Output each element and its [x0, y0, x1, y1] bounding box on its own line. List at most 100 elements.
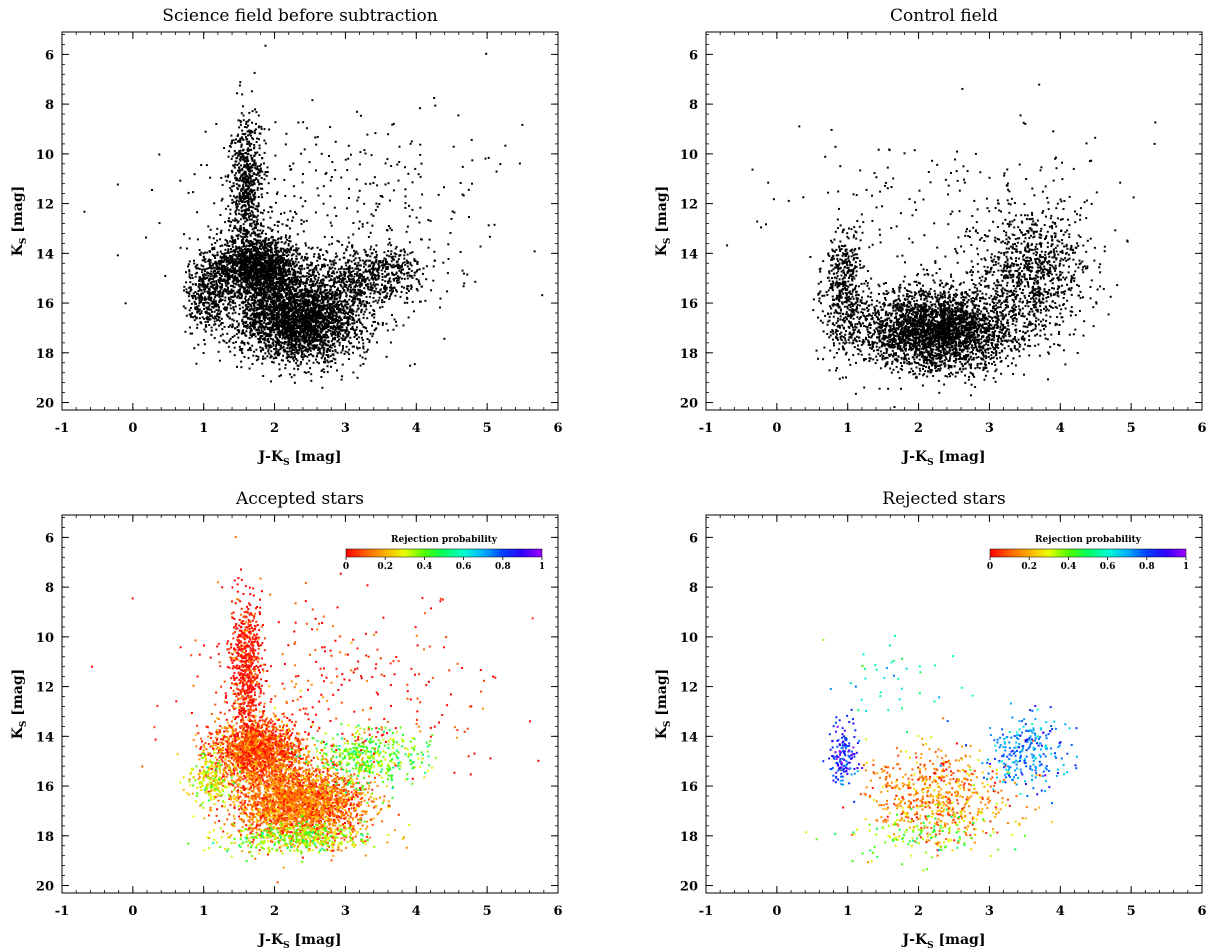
star-point — [224, 244, 226, 246]
star-point — [262, 375, 264, 377]
star-point — [327, 365, 329, 367]
star-point — [396, 325, 398, 327]
star-point — [211, 268, 213, 270]
star-point — [256, 272, 258, 274]
star-point — [335, 262, 337, 264]
star-point — [264, 251, 266, 253]
star-point — [280, 318, 282, 320]
star-point — [363, 313, 365, 315]
star-point — [238, 262, 240, 264]
star-point — [272, 306, 274, 308]
star-point — [284, 254, 286, 256]
star-point — [238, 285, 240, 287]
star-point — [261, 363, 263, 365]
star-point — [352, 313, 354, 315]
star-point — [328, 313, 330, 315]
star-point — [210, 334, 212, 336]
star-point — [287, 298, 289, 300]
star-point — [228, 302, 230, 304]
star-point — [279, 293, 281, 295]
star-point — [299, 253, 301, 255]
star-point — [315, 265, 317, 267]
star-point — [312, 355, 314, 357]
star-point — [234, 335, 236, 337]
scatter-points — [83, 45, 543, 389]
star-point — [300, 268, 302, 270]
star-point — [253, 306, 255, 308]
star-point — [231, 289, 233, 291]
star-point — [248, 289, 250, 291]
star-point — [311, 297, 313, 299]
star-point — [212, 254, 214, 256]
star-point — [242, 264, 244, 266]
star-point — [366, 317, 368, 319]
star-point — [348, 353, 350, 355]
star-point — [341, 319, 343, 321]
star-point — [266, 261, 268, 263]
star-point — [304, 355, 306, 357]
star-point — [266, 300, 268, 302]
star-point — [291, 330, 293, 332]
star-point — [293, 368, 295, 370]
star-point — [292, 263, 294, 265]
star-point — [260, 269, 262, 271]
star-point — [283, 257, 285, 259]
star-point — [277, 316, 279, 318]
star-point — [243, 281, 245, 283]
star-point — [241, 286, 243, 288]
star-point — [296, 288, 298, 290]
star-point — [229, 351, 231, 353]
star-point — [327, 371, 329, 373]
star-point — [308, 360, 310, 362]
star-point — [359, 259, 361, 261]
star-point — [278, 328, 280, 330]
star-point — [326, 359, 328, 361]
star-point — [323, 368, 325, 370]
star-point — [289, 297, 291, 299]
star-point — [300, 330, 302, 332]
star-point — [362, 363, 364, 365]
star-point — [282, 252, 284, 254]
star-point — [226, 342, 228, 344]
star-point — [342, 347, 344, 349]
star-point — [330, 293, 332, 295]
star-point — [274, 265, 276, 267]
star-point — [315, 318, 317, 320]
star-point — [244, 272, 246, 274]
star-point — [243, 287, 245, 289]
star-point — [304, 288, 306, 290]
star-point — [264, 358, 266, 360]
star-point — [342, 330, 344, 332]
star-point — [318, 321, 320, 323]
star-point — [276, 278, 278, 280]
star-point — [373, 301, 375, 303]
star-point — [403, 324, 405, 326]
star-point — [362, 347, 364, 349]
star-point — [281, 297, 283, 299]
star-point — [297, 309, 299, 311]
star-point — [309, 317, 311, 319]
star-point — [234, 347, 236, 349]
star-point — [298, 350, 300, 352]
star-point — [341, 375, 343, 377]
star-point — [164, 275, 166, 277]
star-point — [357, 305, 359, 307]
star-point — [334, 358, 336, 360]
star-point — [231, 241, 233, 243]
star-point — [306, 356, 308, 358]
star-point — [230, 251, 232, 253]
star-point — [268, 349, 270, 351]
star-point — [314, 284, 316, 286]
star-point — [256, 314, 258, 316]
star-point — [352, 352, 354, 354]
star-point — [352, 304, 354, 306]
star-point — [268, 239, 270, 241]
star-point — [295, 261, 297, 263]
star-point — [250, 292, 252, 294]
star-point — [267, 318, 269, 320]
star-point — [245, 330, 247, 332]
star-point — [251, 345, 253, 347]
star-point — [356, 321, 358, 323]
star-point — [339, 300, 341, 302]
star-point — [275, 328, 277, 330]
